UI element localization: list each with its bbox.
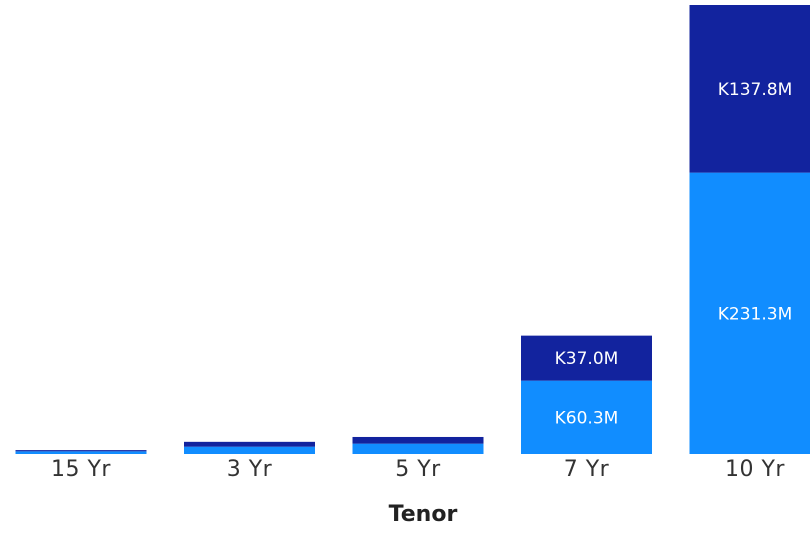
bars-layer xyxy=(16,5,810,454)
data-label: K60.3M xyxy=(555,408,619,428)
bar-segment-5-yr-series-2[interactable] xyxy=(353,437,484,444)
bar-segment-15-yr-series-2[interactable] xyxy=(16,450,147,451)
x-axis-tick-labels: 15 Yr 3 Yr 5 Yr 7 Yr 10 Yr xyxy=(51,457,785,482)
data-label: K231.3M xyxy=(718,304,792,324)
data-label: K37.0M xyxy=(555,349,619,369)
x-tick-label: 15 Yr xyxy=(51,457,111,482)
x-tick-label: 3 Yr xyxy=(227,457,273,482)
bar-segment-3-yr-series-1[interactable] xyxy=(184,447,315,454)
x-axis-title: Tenor xyxy=(389,502,458,527)
x-tick-label: 7 Yr xyxy=(564,457,610,482)
x-tick-label: 5 Yr xyxy=(395,457,441,482)
bar-segment-15-yr-series-1[interactable] xyxy=(16,451,147,454)
bar-segment-3-yr-series-2[interactable] xyxy=(184,442,315,447)
data-label: K137.8M xyxy=(718,80,792,100)
bar-segment-5-yr-series-1[interactable] xyxy=(353,444,484,454)
x-tick-label: 10 Yr xyxy=(725,457,785,482)
